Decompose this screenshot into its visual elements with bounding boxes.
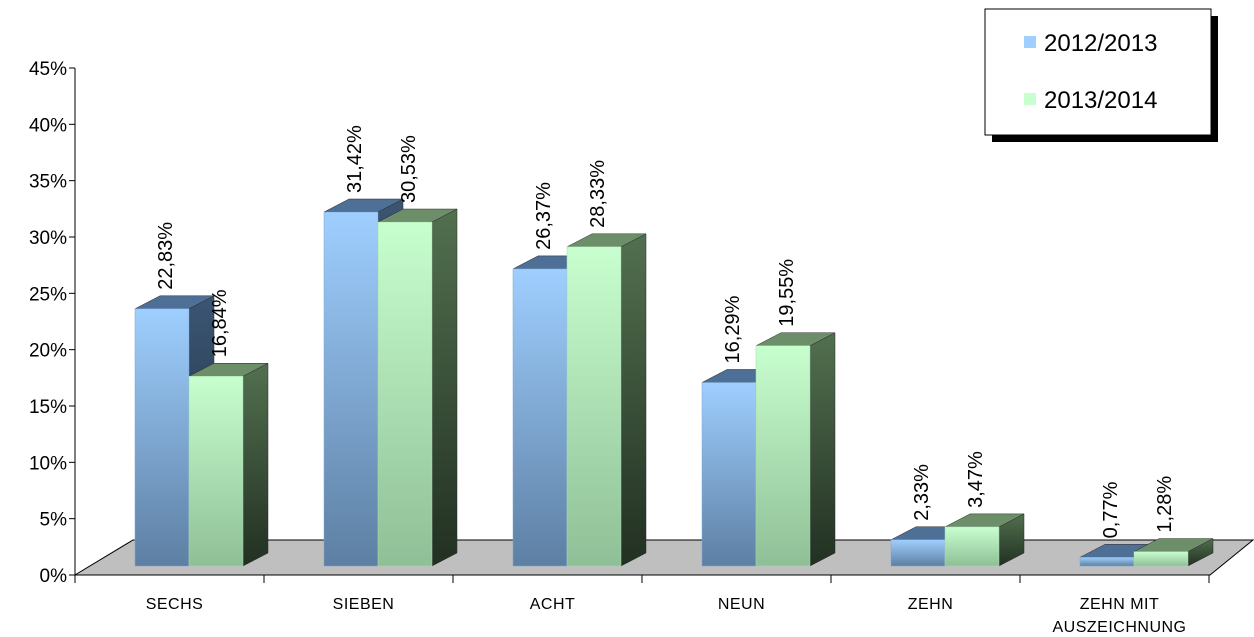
category-label: ACHT: [530, 596, 576, 613]
bar-front-face: [512, 268, 568, 567]
bar-2-zehn-mit-auszeichnung: [1133, 538, 1214, 567]
legend-swatch-2012-2013: [1024, 36, 1036, 48]
category-label: SIEBEN: [333, 596, 395, 613]
y-tick-label: 10%: [29, 453, 67, 474]
bar-front-face: [890, 539, 946, 567]
data-label: 3,47%: [965, 451, 987, 508]
x-axis-ticks: [74, 575, 1210, 583]
legend-swatch-2013-2014: [1024, 93, 1036, 105]
y-tick-label: 0%: [40, 566, 68, 587]
bar-front-face: [1133, 551, 1189, 567]
y-tick-label: 40%: [29, 115, 67, 136]
bar-front-face: [188, 376, 244, 567]
legend-label-2013-2014: 2013/2014: [1044, 87, 1157, 114]
data-label: 16,29%: [722, 295, 744, 363]
legend: 2012/2013 2013/2014: [984, 8, 1218, 142]
data-label: 31,42%: [344, 125, 366, 193]
data-label: 26,37%: [533, 182, 555, 250]
data-label: 1,28%: [1154, 476, 1176, 533]
bar-front-face: [377, 221, 433, 567]
category-label: NEUN: [718, 596, 765, 613]
bar-2-sechs: [188, 362, 269, 567]
bars-group: [134, 198, 1214, 567]
legend-box: [984, 8, 1212, 136]
bar-side-face: [809, 332, 836, 567]
category-labels-group: SECHS SIEBEN ACHT NEUN ZEHN ZEHN MIT AUSZEICHN…: [146, 596, 1186, 636]
y-axis-ticks: 0% 5% 10% 15% 20% 25% 30% 35% 40% 45%: [29, 59, 75, 587]
bar-side-face: [620, 233, 647, 567]
y-tick-label: 35%: [29, 172, 67, 193]
legend-label-2012-2013: 2012/2013: [1044, 30, 1157, 57]
y-tick-label: 20%: [29, 341, 67, 362]
data-label: 2,33%: [911, 464, 933, 521]
bar-side-face: [242, 362, 269, 567]
bar-2-zehn: [944, 513, 1025, 567]
data-label: 16,84%: [209, 289, 231, 357]
y-tick-label: 45%: [29, 59, 67, 80]
y-tick-label: 30%: [29, 228, 67, 249]
y-tick-label: 25%: [29, 284, 67, 305]
data-label: 19,55%: [776, 259, 798, 327]
category-label: AUSZEICHNUNG: [1052, 619, 1186, 636]
bar-front-face: [755, 345, 811, 567]
bar-front-face: [566, 246, 622, 567]
bar-front-face: [1079, 557, 1135, 567]
bar-side-face: [431, 208, 458, 567]
bar-2-sieben: [377, 208, 458, 567]
category-label: ZEHN: [908, 596, 954, 613]
data-label: 0,77%: [1100, 481, 1122, 538]
bar-front-face: [134, 308, 190, 567]
bar-front-face: [323, 211, 379, 567]
bar-2-acht: [566, 233, 647, 567]
data-labels-group: 22,83% 16,84% 31,42% 30,53% 26,37% 28,33% 16,2…: [155, 125, 1176, 538]
bar-front-face: [944, 526, 1000, 567]
y-tick-label: 5%: [40, 510, 68, 531]
data-label: 28,33%: [587, 160, 609, 228]
category-label: ZEHN MIT: [1080, 596, 1160, 613]
y-tick-label: 15%: [29, 397, 67, 418]
bar-front-face: [701, 382, 757, 567]
bar-2-neun: [755, 332, 836, 567]
data-label: 30,53%: [398, 135, 420, 203]
data-label: 22,83%: [155, 222, 177, 290]
category-label: SECHS: [146, 596, 204, 613]
